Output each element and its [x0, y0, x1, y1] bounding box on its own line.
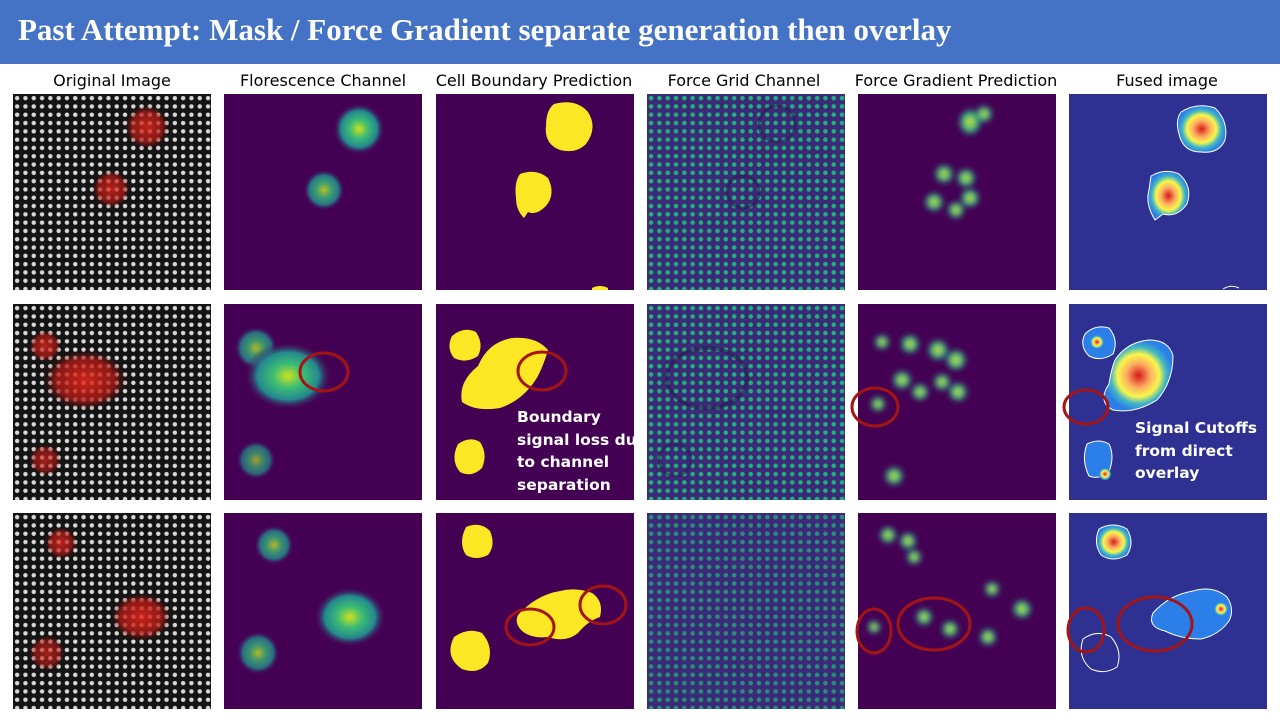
- row1-fused-image: [1069, 94, 1267, 290]
- note-line: separation: [517, 475, 611, 494]
- row2-force-grid-channel: [647, 304, 845, 500]
- note-line: from direct: [1135, 441, 1233, 460]
- row3-force-gradient-prediction: [858, 513, 1056, 709]
- row3-force-grid-channel: [647, 513, 845, 709]
- signal-cutoffs-note: Signal Cutoffs from direct overlay: [1135, 417, 1257, 485]
- row2-florescence-channel: [224, 304, 422, 500]
- row1-cell-boundary-prediction: [436, 94, 634, 290]
- row3-fused-image: [1069, 513, 1267, 709]
- column-header-force-grid-channel: Force Grid Channel: [667, 71, 821, 90]
- row1-florescence-channel: [224, 94, 422, 290]
- column-header-fused-image: Fused image: [1116, 71, 1218, 90]
- row2-force-gradient-prediction: [858, 304, 1056, 500]
- column-header-florescence-channel: Florescence Channel: [239, 71, 407, 90]
- note-line: to channel: [517, 453, 610, 471]
- note-line: overlay: [1135, 464, 1200, 482]
- slide-title: Past Attempt: Mask / Force Gradient sepa…: [18, 12, 952, 47]
- row1-original-image: [13, 94, 211, 290]
- row3-cell-boundary-prediction: [436, 513, 634, 709]
- row3-florescence-channel: [224, 513, 422, 709]
- row1-force-gradient-prediction: [858, 94, 1056, 290]
- column-header-cell-boundary-prediction: Cell Boundary Prediction: [435, 71, 633, 90]
- row2-original-image: [13, 304, 211, 500]
- note-line: Boundary: [517, 408, 601, 426]
- column-header-original-image: Original Image: [53, 71, 171, 90]
- title-bar: Past Attempt: Mask / Force Gradient sepa…: [0, 0, 1280, 64]
- row3-original-image: [13, 513, 211, 709]
- note-line: Signal Cutoffs: [1135, 419, 1258, 437]
- note-line: signal loss due: [517, 430, 648, 449]
- row2-cell-boundary-prediction: [436, 304, 634, 500]
- boundary-signal-loss-note: Boundary signal loss due to channel sepa…: [517, 406, 647, 496]
- row1-force-grid-channel: [647, 94, 845, 290]
- column-header-force-gradient-prediction: Force Gradient Prediction: [854, 71, 1058, 90]
